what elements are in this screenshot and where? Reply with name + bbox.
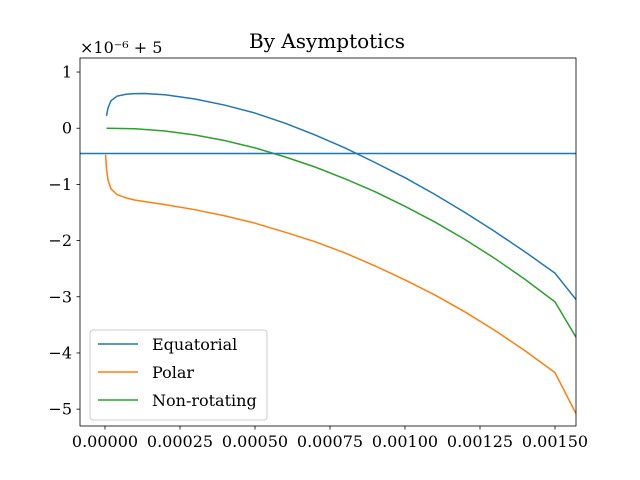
series-line-polar bbox=[104, 154, 576, 414]
y-tick-label: −2 bbox=[48, 231, 72, 250]
legend: Equatorial Polar Non-rotating bbox=[89, 329, 268, 421]
y-tick-label: −4 bbox=[48, 343, 72, 362]
y-tick-label: −5 bbox=[48, 400, 72, 419]
chart-title: By Asymptotics bbox=[249, 29, 405, 53]
series-line-equatorial bbox=[105, 92, 576, 301]
legend-box bbox=[89, 329, 268, 421]
y-axis-offset-label: ×10⁻⁶ + 5 bbox=[80, 38, 162, 57]
y-tick-label: −1 bbox=[48, 175, 72, 194]
legend-label-polar: Polar bbox=[152, 363, 194, 382]
x-tick-label: 0.00075 bbox=[297, 432, 363, 451]
x-tick-label: 0.00050 bbox=[222, 432, 288, 451]
x-tick-label: 0.00025 bbox=[147, 432, 213, 451]
x-tick-label: 0.00150 bbox=[522, 432, 588, 451]
x-tick-label: 0.00000 bbox=[72, 432, 138, 451]
x-tick-label: 0.00100 bbox=[372, 432, 438, 451]
y-tick-label: −3 bbox=[48, 287, 72, 306]
axes-frame bbox=[79, 57, 577, 427]
plot-area: 0.00000 0.00025 0.00050 0.00075 0.00100 0.001… bbox=[48, 57, 588, 451]
series-line-non-rotating bbox=[106, 127, 576, 338]
y-tick-label: 1 bbox=[62, 63, 72, 82]
legend-label-non-rotating: Non-rotating bbox=[152, 391, 257, 410]
series-group bbox=[80, 92, 576, 414]
y-tick-label: 0 bbox=[62, 119, 72, 138]
x-tick-label: 0.00125 bbox=[447, 432, 513, 451]
legend-label-equatorial: Equatorial bbox=[152, 335, 237, 354]
